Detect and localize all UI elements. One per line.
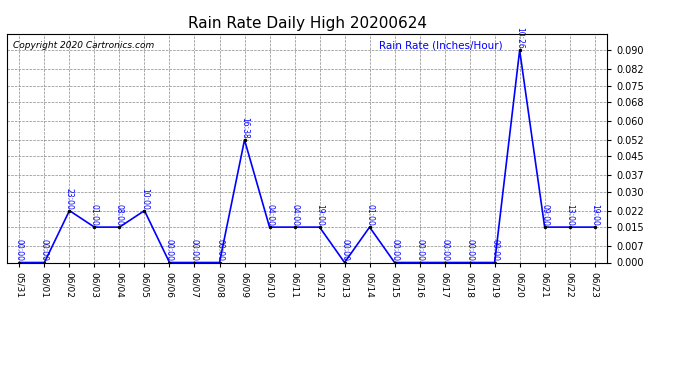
Title: Rain Rate Daily High 20200624: Rain Rate Daily High 20200624 <box>188 16 426 31</box>
Text: 00:00: 00:00 <box>465 239 474 261</box>
Text: 04:00: 04:00 <box>290 204 299 226</box>
Text: 00:00: 00:00 <box>390 239 399 261</box>
Text: 10:26: 10:26 <box>515 27 524 49</box>
Text: 09:00: 09:00 <box>540 204 549 226</box>
Text: 19:00: 19:00 <box>315 204 324 226</box>
Text: 00:00: 00:00 <box>490 239 499 261</box>
Text: Copyright 2020 Cartronics.com: Copyright 2020 Cartronics.com <box>13 40 154 50</box>
Text: 00:00: 00:00 <box>190 239 199 261</box>
Text: 00:00: 00:00 <box>165 239 174 261</box>
Text: 00:00: 00:00 <box>40 239 49 261</box>
Text: 13:00: 13:00 <box>565 204 574 226</box>
Text: 00:00: 00:00 <box>440 239 449 261</box>
Text: 04:00: 04:00 <box>265 204 274 226</box>
Text: 00:00: 00:00 <box>15 239 24 261</box>
Text: 08:00: 08:00 <box>115 204 124 226</box>
Text: 10:00: 10:00 <box>140 188 149 210</box>
Text: 16:38: 16:38 <box>240 117 249 139</box>
Text: 19:00: 19:00 <box>590 204 599 226</box>
Text: 00:00: 00:00 <box>215 239 224 261</box>
Text: 01:00: 01:00 <box>365 204 374 226</box>
Text: Rain Rate (Inches/Hour): Rain Rate (Inches/Hour) <box>379 40 503 51</box>
Text: 23:00: 23:00 <box>65 188 74 210</box>
Text: 01:00: 01:00 <box>90 204 99 226</box>
Text: 00:00: 00:00 <box>340 239 349 261</box>
Text: 00:00: 00:00 <box>415 239 424 261</box>
